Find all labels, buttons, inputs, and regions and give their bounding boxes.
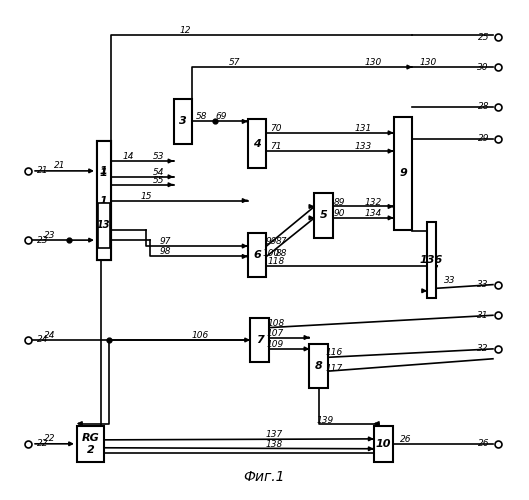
Text: 130: 130 — [364, 58, 382, 67]
Bar — [97, 141, 111, 260]
Bar — [250, 318, 269, 362]
Text: 58: 58 — [195, 112, 207, 122]
Text: 6: 6 — [253, 250, 261, 260]
Text: 23: 23 — [37, 236, 49, 244]
Text: 7: 7 — [256, 335, 263, 345]
Text: 130: 130 — [419, 58, 437, 67]
Text: 1: 1 — [100, 196, 108, 205]
Text: 31: 31 — [478, 311, 489, 320]
Text: 136: 136 — [420, 255, 443, 265]
Text: 21: 21 — [37, 166, 49, 175]
Bar — [309, 344, 329, 389]
Text: 71: 71 — [271, 142, 282, 151]
Text: 1: 1 — [100, 166, 108, 176]
Text: 131: 131 — [355, 124, 372, 133]
Text: 14: 14 — [123, 152, 134, 161]
Bar — [174, 99, 193, 144]
Text: 107: 107 — [266, 328, 284, 338]
Bar — [374, 426, 393, 462]
Text: 22: 22 — [44, 434, 55, 444]
Text: 26: 26 — [400, 435, 412, 444]
Bar — [248, 119, 267, 168]
Bar — [314, 193, 333, 238]
Text: 55: 55 — [153, 176, 165, 185]
Bar — [394, 116, 412, 230]
Text: 29: 29 — [478, 134, 489, 143]
Text: 70: 70 — [271, 124, 282, 133]
Text: 32: 32 — [478, 344, 489, 354]
Text: 132: 132 — [364, 198, 382, 206]
Text: 5: 5 — [320, 210, 327, 220]
Text: 9: 9 — [399, 168, 407, 178]
Text: 139: 139 — [316, 416, 333, 424]
Text: 24: 24 — [37, 336, 49, 344]
Text: 117: 117 — [325, 364, 343, 372]
Text: 87: 87 — [276, 237, 287, 246]
Text: 98: 98 — [160, 248, 171, 256]
Text: 138: 138 — [266, 440, 283, 449]
Text: 25: 25 — [478, 33, 489, 42]
Text: 69: 69 — [215, 112, 227, 122]
Text: Фиг.1: Фиг.1 — [244, 470, 285, 484]
Text: 137: 137 — [266, 430, 283, 439]
Text: 108: 108 — [268, 318, 285, 328]
Text: 21: 21 — [53, 162, 65, 170]
Text: 3: 3 — [179, 116, 187, 126]
Bar — [97, 141, 111, 260]
Bar — [427, 222, 436, 298]
Text: 53: 53 — [153, 152, 165, 161]
Text: 13: 13 — [96, 223, 112, 233]
Text: 89: 89 — [333, 198, 345, 206]
Text: 8: 8 — [315, 361, 323, 371]
Text: 54: 54 — [153, 168, 165, 177]
Text: RG
2: RG 2 — [81, 433, 99, 454]
Text: 1: 1 — [100, 168, 108, 178]
Text: 33: 33 — [443, 276, 455, 284]
Text: 33: 33 — [478, 280, 489, 289]
Text: 57: 57 — [229, 58, 241, 67]
Text: 90: 90 — [333, 209, 345, 218]
Text: 116: 116 — [325, 348, 343, 358]
Text: 12: 12 — [180, 26, 191, 36]
Text: 22: 22 — [37, 440, 49, 448]
Text: 30: 30 — [478, 62, 489, 72]
Text: 100: 100 — [263, 249, 280, 258]
Bar — [98, 202, 110, 248]
Text: 15: 15 — [140, 192, 152, 200]
Text: 23: 23 — [44, 230, 55, 239]
Text: 88: 88 — [276, 249, 287, 258]
Text: 134: 134 — [364, 209, 382, 218]
Text: 106: 106 — [191, 331, 209, 340]
Text: 13: 13 — [97, 220, 111, 230]
Text: 26: 26 — [478, 440, 489, 448]
Text: 4: 4 — [253, 138, 261, 148]
Text: 97: 97 — [160, 237, 171, 246]
Text: 118: 118 — [268, 257, 285, 266]
Bar — [77, 426, 104, 462]
Text: 10: 10 — [376, 439, 391, 449]
Text: 24: 24 — [44, 330, 55, 340]
Text: 28: 28 — [478, 102, 489, 111]
Text: 99: 99 — [266, 237, 277, 246]
Text: 133: 133 — [355, 142, 372, 151]
Text: 109: 109 — [266, 340, 284, 349]
Bar — [248, 232, 267, 277]
